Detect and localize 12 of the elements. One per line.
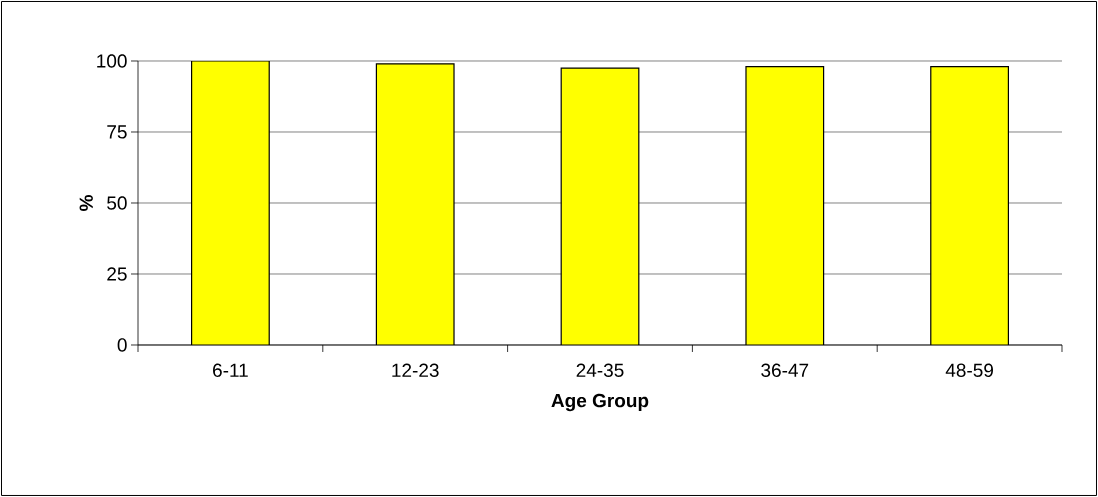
y-tick-label: 100 bbox=[97, 54, 127, 68]
y-tick-label: 25 bbox=[107, 267, 127, 281]
y-axis-title: % bbox=[79, 195, 93, 211]
x-axis-title: Age Group bbox=[551, 393, 649, 412]
x-tick-label: 24-35 bbox=[576, 363, 624, 377]
y-tick-label: 0 bbox=[117, 338, 127, 352]
y-tick-label: 50 bbox=[107, 196, 127, 210]
x-tick-label: 48-59 bbox=[945, 363, 993, 377]
x-tick-label: 6-11 bbox=[213, 363, 248, 377]
y-tick-label: 75 bbox=[107, 125, 127, 139]
x-tick-label: 36-47 bbox=[761, 363, 809, 377]
x-tick-label: 12-23 bbox=[392, 363, 439, 377]
